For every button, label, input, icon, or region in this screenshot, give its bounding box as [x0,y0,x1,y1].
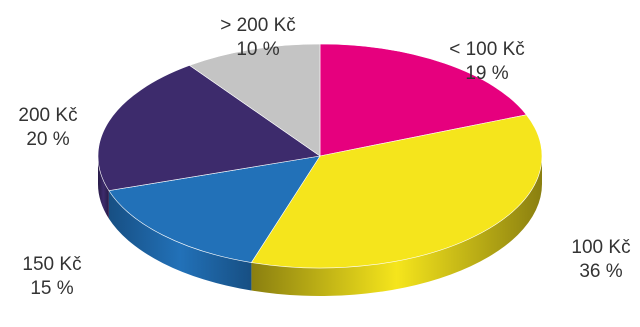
slice-category-over-200: > 200 Kč [220,15,296,36]
slice-label-under-100: < 100 Kč 19 % [449,38,525,86]
pie-slices [97,43,543,269]
slice-category-150: 150 Kč [22,254,82,275]
pie-side-200 [98,156,109,219]
pie-slice-under-100 [319,43,527,157]
slice-value-under-100: 19 % [465,63,509,84]
pie-side-walls [98,156,542,296]
slice-label-100: 100 Kč 36 % [571,236,630,284]
slice-value-200: 20 % [26,129,70,150]
pie-side-150 [108,190,252,291]
slice-label-over-200: > 200 Kč 10 % [220,14,296,62]
slice-label-200: 200 Kč 20 % [18,104,77,152]
pie-slice-150 [108,155,321,263]
slice-category-100: 100 Kč [571,237,631,258]
slice-value-over-200: 10 % [236,39,280,60]
pie-slice-over-200 [188,43,321,157]
pie-slice-100 [250,114,543,269]
pie-side-100 [251,156,542,296]
slice-label-150: 150 Kč 15 % [22,253,81,301]
slice-value-100: 36 % [579,261,623,282]
slice-category-under-100: < 100 Kč [449,39,525,60]
slice-value-150: 15 % [30,278,74,299]
slice-category-200: 200 Kč [18,105,78,126]
pie-slice-200 [97,65,321,191]
